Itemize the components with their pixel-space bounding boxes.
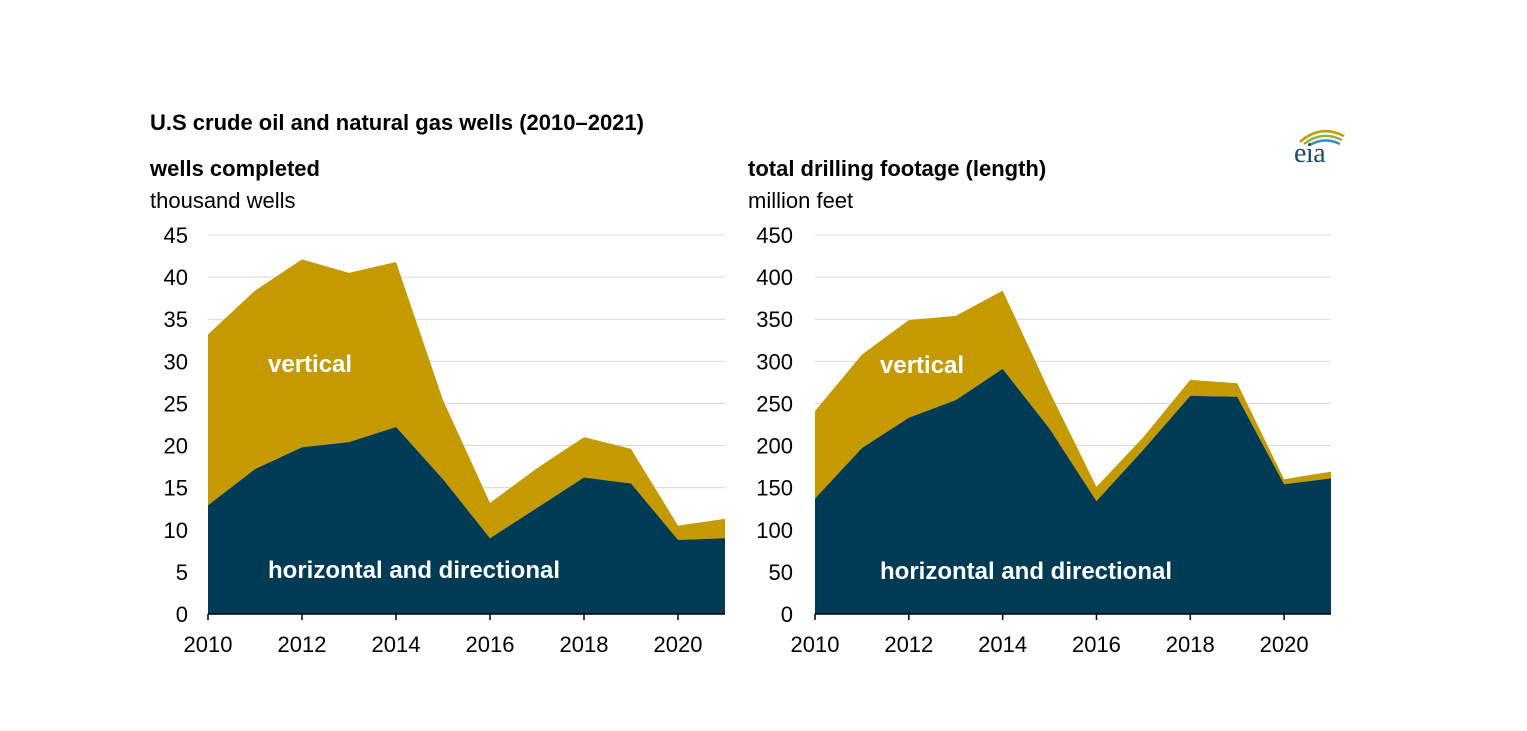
logo-text: eia	[1294, 138, 1326, 169]
y-tick-label: 450	[756, 223, 793, 248]
y-tick-label: 25	[164, 391, 188, 416]
horizontal-series-label: horizontal and directional	[268, 557, 560, 584]
x-tick-label: 2020	[1260, 632, 1309, 657]
y-tick-label: 20	[164, 434, 188, 459]
y-tick-label: 250	[756, 391, 793, 416]
x-tick-label: 2018	[1166, 632, 1215, 657]
y-tick-label: 400	[756, 265, 793, 290]
panel-2-unit: million feet	[748, 188, 854, 213]
x-tick-label: 2012	[278, 632, 327, 657]
y-tick-label: 10	[164, 518, 188, 543]
x-tick-label: 2012	[884, 632, 933, 657]
y-tick-label: 0	[176, 602, 188, 627]
y-tick-label: 30	[164, 349, 188, 374]
x-tick-label: 2010	[791, 632, 840, 657]
horizontal-directional-series-area	[208, 427, 725, 614]
x-tick-label: 2016	[1072, 632, 1121, 657]
x-tick-label: 2016	[466, 632, 515, 657]
y-tick-label: 150	[756, 476, 793, 501]
horizontal-series-label: horizontal and directional	[880, 558, 1172, 585]
y-tick-label: 45	[164, 223, 188, 248]
y-tick-label: 15	[164, 476, 188, 501]
wells-completed-chart: 0 5 10 15 20 25 30 35 40 45 2010 2012 2014 2016 2018 20…	[164, 223, 725, 657]
drilling-footage-chart: 0 50 100 150 200 250 300 350 400 450 2010 2012 2014 2…	[756, 223, 1331, 657]
vertical-series-area	[815, 290, 1331, 502]
y-tick-label: 300	[756, 349, 793, 374]
x-tick-label: 2018	[560, 632, 609, 657]
vertical-series-label: vertical	[268, 351, 352, 378]
y-tick-label: 5	[176, 560, 188, 585]
y-tick-label: 50	[769, 560, 793, 585]
vertical-series-area	[208, 259, 725, 540]
x-tick-label: 2014	[978, 632, 1027, 657]
x-tick-label: 2010	[184, 632, 233, 657]
y-tick-label: 40	[164, 265, 188, 290]
y-tick-label: 200	[756, 434, 793, 459]
chart-title: U.S crude oil and natural gas wells (201…	[150, 110, 644, 135]
panel-2-title: total drilling footage (length)	[748, 156, 1047, 181]
eia-logo: eia	[1290, 126, 1350, 172]
vertical-series-label: vertical	[880, 352, 964, 379]
horizontal-directional-series-area	[815, 368, 1331, 614]
y-tick-label: 100	[756, 518, 793, 543]
y-tick-label: 35	[164, 307, 188, 332]
panel-1-unit: thousand wells	[150, 188, 296, 213]
x-tick-label: 2014	[372, 632, 421, 657]
x-tick-label: 2020	[654, 632, 703, 657]
y-tick-label: 350	[756, 307, 793, 332]
logo-arcs-icon	[1299, 129, 1345, 148]
panel-1-title: wells completed	[150, 156, 320, 181]
y-tick-label: 0	[781, 602, 793, 627]
